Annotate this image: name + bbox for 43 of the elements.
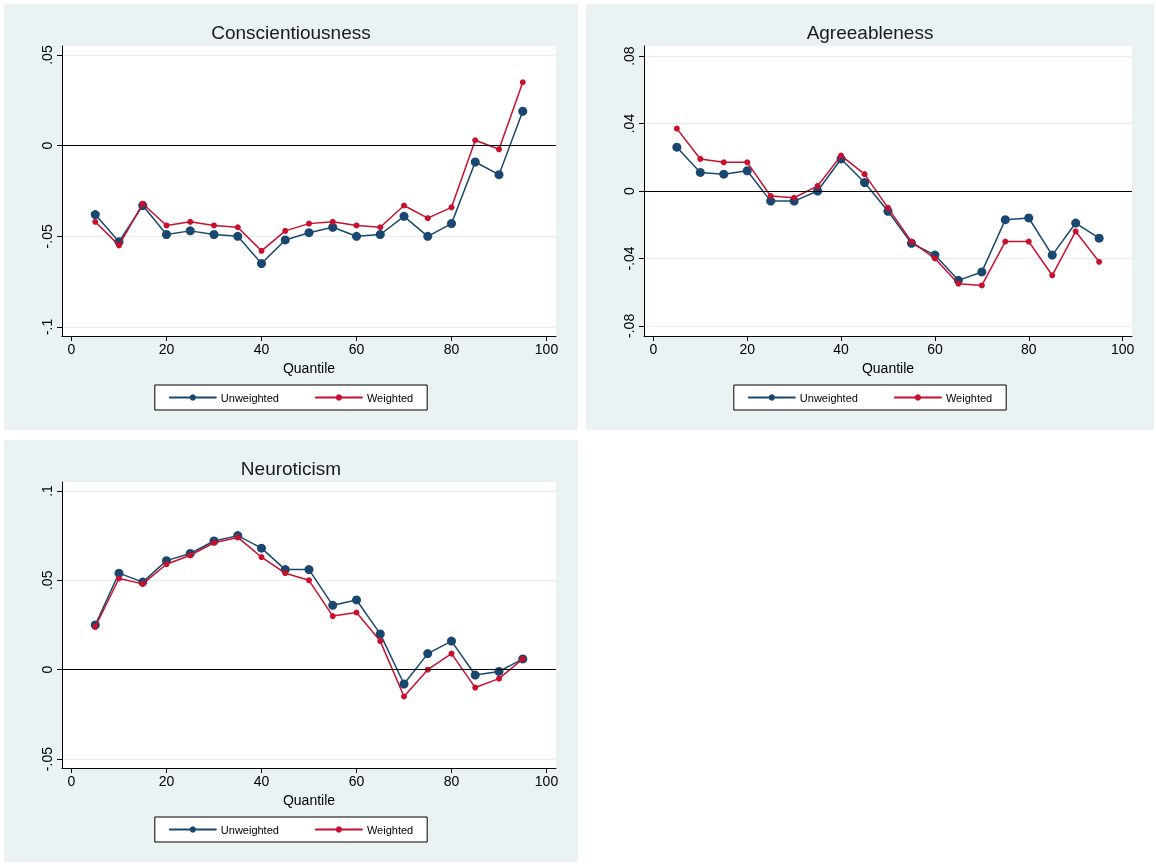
legend-label: Weighted [945, 391, 993, 404]
x-tick-label: 20 [739, 341, 756, 357]
y-tick-label: .04 [621, 113, 637, 134]
chart-title: Agreeableness [806, 22, 934, 43]
y-tick-label: -.08 [621, 313, 637, 338]
y-tick-label: -.1 [39, 318, 55, 336]
y-tick-label: .05 [39, 45, 55, 65]
legend-label: Weighted [366, 823, 414, 836]
legend-label: Unweighted [220, 823, 279, 836]
x-tick-label: 60 [927, 341, 943, 357]
y-tick-label: 0 [39, 141, 55, 150]
x-tick-label: 100 [1110, 341, 1135, 357]
y-tick-label: -.05 [39, 746, 55, 772]
x-tick-label: 20 [158, 773, 175, 789]
legend-label: Unweighted [799, 391, 858, 404]
y-tick-label: 0 [39, 665, 55, 674]
y-tick-label: -.04 [621, 246, 637, 271]
x-tick-label: 80 [1020, 341, 1037, 357]
x-tick-label: 80 [443, 773, 460, 789]
x-tick-label: 40 [253, 341, 270, 357]
chart-title: Conscientiousness [211, 22, 371, 43]
x-tick-label: 40 [253, 773, 270, 789]
x-tick-label: 0 [649, 341, 658, 357]
x-axis-title: Quantile [861, 359, 915, 376]
y-tick-label: .05 [39, 570, 55, 591]
legend-label: Unweighted [220, 391, 279, 404]
x-tick-label: 80 [443, 341, 460, 357]
x-axis-title: Quantile [282, 359, 336, 376]
x-tick-label: 20 [158, 341, 175, 357]
y-tick-label: 0 [621, 186, 637, 195]
x-tick-label: 100 [534, 341, 559, 357]
x-tick-label: 100 [534, 773, 559, 789]
legend-label: Weighted [366, 391, 414, 404]
y-tick-label: .08 [621, 46, 637, 66]
x-tick-label: 60 [348, 773, 365, 789]
x-tick-label: 40 [833, 341, 850, 357]
chart-title: Neuroticism [240, 458, 342, 479]
x-tick-label: 60 [348, 341, 365, 357]
x-tick-label: 0 [67, 773, 76, 789]
y-tick-label: .1 [39, 484, 55, 497]
x-tick-label: 0 [67, 341, 76, 357]
y-tick-label: -.05 [39, 224, 55, 249]
x-axis-title: Quantile [282, 791, 336, 808]
